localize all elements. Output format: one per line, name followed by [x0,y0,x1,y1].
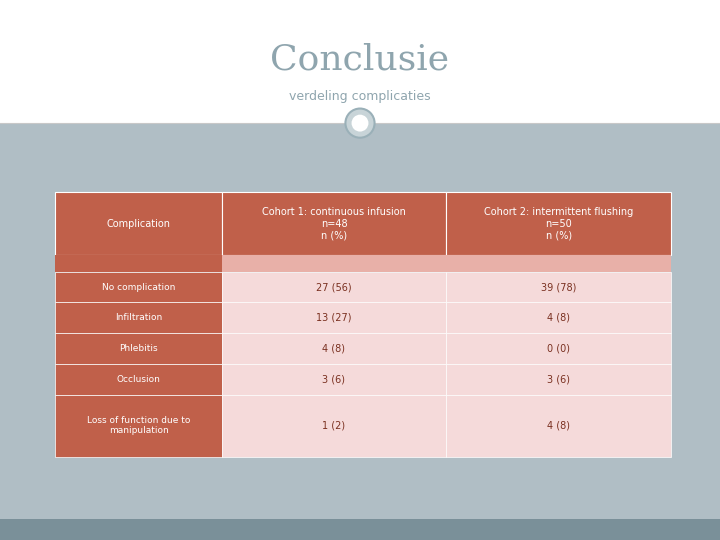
FancyBboxPatch shape [222,192,446,255]
Text: 13 (27): 13 (27) [316,313,352,323]
Text: Loss of function due to
manipulation: Loss of function due to manipulation [87,416,190,435]
FancyBboxPatch shape [55,255,222,272]
Text: No complication: No complication [102,282,175,292]
FancyBboxPatch shape [222,255,446,272]
Text: 39 (78): 39 (78) [541,282,577,292]
Text: Complication: Complication [107,219,171,228]
Text: Cohort 1: continuous infusion
n=48
n (%): Cohort 1: continuous infusion n=48 n (%) [262,207,406,240]
Text: 3 (6): 3 (6) [547,374,570,384]
FancyBboxPatch shape [0,519,720,540]
Circle shape [351,114,369,132]
FancyBboxPatch shape [55,364,222,395]
Text: 0 (0): 0 (0) [547,343,570,354]
FancyBboxPatch shape [55,395,222,457]
FancyBboxPatch shape [0,0,720,123]
FancyBboxPatch shape [446,272,671,302]
Text: 4 (8): 4 (8) [547,421,570,431]
FancyBboxPatch shape [55,333,222,364]
FancyBboxPatch shape [446,192,671,255]
FancyBboxPatch shape [222,302,446,333]
FancyBboxPatch shape [55,272,222,302]
Text: Cohort 2: intermittent flushing
n=50
n (%): Cohort 2: intermittent flushing n=50 n (… [484,207,634,240]
Text: Phlebitis: Phlebitis [120,344,158,353]
FancyBboxPatch shape [446,302,671,333]
FancyBboxPatch shape [222,272,446,302]
FancyBboxPatch shape [446,333,671,364]
FancyBboxPatch shape [222,395,446,457]
Text: 4 (8): 4 (8) [323,343,346,354]
FancyBboxPatch shape [55,302,222,333]
Text: verdeling complicaties: verdeling complicaties [289,90,431,103]
Text: 3 (6): 3 (6) [323,374,346,384]
Text: Infiltration: Infiltration [115,313,162,322]
Text: 1 (2): 1 (2) [323,421,346,431]
FancyBboxPatch shape [222,333,446,364]
FancyBboxPatch shape [55,192,222,255]
FancyBboxPatch shape [446,395,671,457]
Text: Conclusie: Conclusie [271,42,449,76]
FancyBboxPatch shape [446,364,671,395]
Circle shape [346,109,374,138]
Text: Occlusion: Occlusion [117,375,161,384]
FancyBboxPatch shape [446,255,671,272]
Text: 27 (56): 27 (56) [316,282,352,292]
Text: 4 (8): 4 (8) [547,313,570,323]
FancyBboxPatch shape [222,364,446,395]
